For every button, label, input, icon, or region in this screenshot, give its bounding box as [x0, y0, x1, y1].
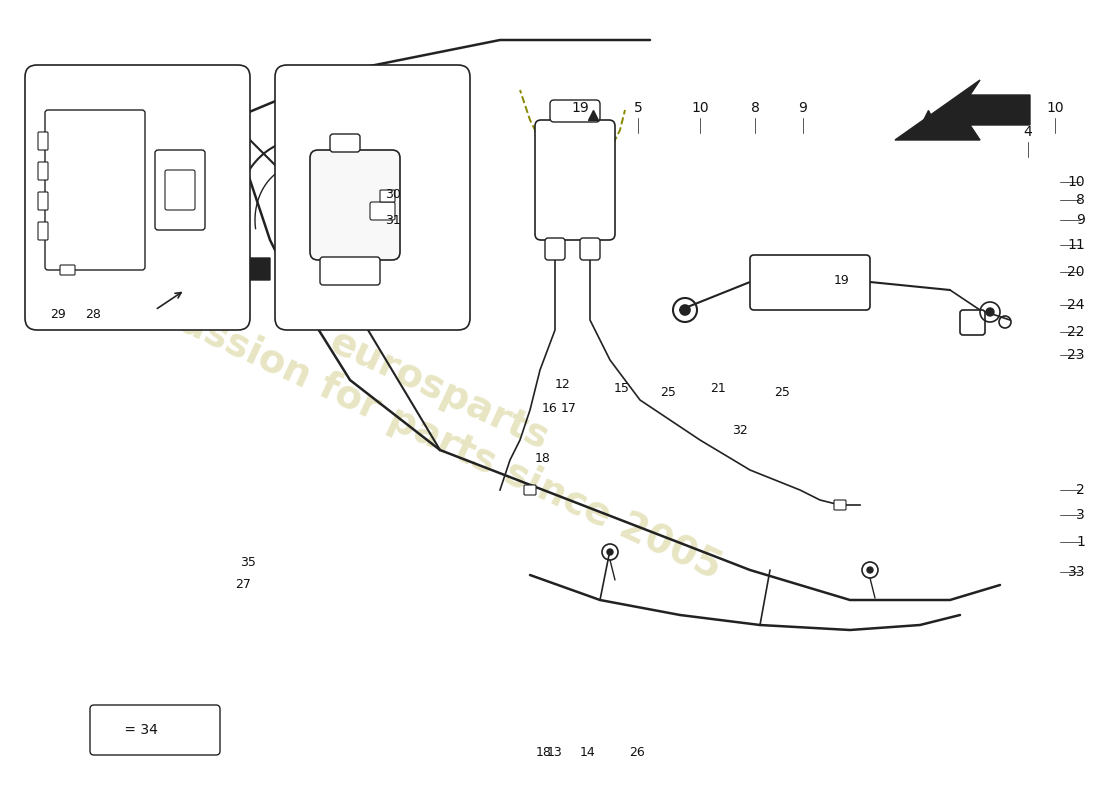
- FancyBboxPatch shape: [275, 65, 470, 330]
- FancyBboxPatch shape: [330, 134, 360, 152]
- Text: 33: 33: [1067, 565, 1085, 579]
- FancyBboxPatch shape: [155, 150, 205, 230]
- Text: 3: 3: [1076, 508, 1085, 522]
- FancyBboxPatch shape: [524, 485, 536, 495]
- Text: 10: 10: [1046, 101, 1064, 115]
- FancyBboxPatch shape: [45, 110, 145, 270]
- Text: 14: 14: [580, 746, 596, 758]
- Text: 31: 31: [385, 214, 400, 226]
- Text: 28: 28: [85, 309, 101, 322]
- Text: 23: 23: [1067, 348, 1085, 362]
- Polygon shape: [895, 80, 1030, 140]
- Text: 13: 13: [547, 746, 563, 758]
- Text: 4: 4: [1024, 125, 1033, 139]
- Text: 24: 24: [1067, 298, 1085, 312]
- Text: 5: 5: [634, 101, 642, 115]
- Text: 18: 18: [536, 746, 552, 758]
- Text: 19: 19: [834, 274, 850, 286]
- Text: 8: 8: [1076, 193, 1085, 207]
- Text: 1: 1: [1076, 535, 1085, 549]
- FancyBboxPatch shape: [39, 192, 48, 210]
- FancyBboxPatch shape: [379, 190, 395, 202]
- Text: 9: 9: [799, 101, 807, 115]
- Text: 19: 19: [571, 101, 588, 115]
- Text: 29: 29: [50, 309, 66, 322]
- Text: = 34: = 34: [120, 723, 158, 737]
- Text: 17: 17: [561, 402, 576, 414]
- Text: 12: 12: [556, 378, 571, 391]
- Text: 16: 16: [542, 402, 558, 414]
- Text: 30: 30: [385, 189, 400, 202]
- FancyBboxPatch shape: [320, 257, 379, 285]
- Text: 20: 20: [1067, 265, 1085, 279]
- FancyBboxPatch shape: [960, 310, 984, 335]
- Circle shape: [680, 305, 690, 315]
- FancyBboxPatch shape: [25, 65, 250, 330]
- FancyBboxPatch shape: [39, 222, 48, 240]
- Text: 2: 2: [1076, 483, 1085, 497]
- FancyBboxPatch shape: [750, 255, 870, 310]
- Text: 10: 10: [691, 101, 708, 115]
- FancyBboxPatch shape: [580, 238, 600, 260]
- FancyBboxPatch shape: [165, 170, 195, 210]
- Text: 27: 27: [235, 578, 251, 591]
- Text: 11: 11: [1067, 238, 1085, 252]
- FancyBboxPatch shape: [310, 150, 400, 260]
- Text: eurosparts
a passion for parts since 2005: eurosparts a passion for parts since 200…: [113, 234, 747, 586]
- Text: 8: 8: [750, 101, 759, 115]
- FancyBboxPatch shape: [39, 132, 48, 150]
- Text: 26: 26: [629, 746, 645, 758]
- Text: 25: 25: [774, 386, 790, 398]
- Circle shape: [986, 308, 994, 316]
- Text: 32: 32: [733, 423, 748, 437]
- Text: 22: 22: [1067, 325, 1085, 339]
- FancyBboxPatch shape: [550, 100, 600, 122]
- Text: 18: 18: [535, 451, 551, 465]
- Text: 21: 21: [711, 382, 726, 394]
- Circle shape: [607, 549, 613, 555]
- Text: 25: 25: [660, 386, 675, 398]
- FancyBboxPatch shape: [535, 120, 615, 240]
- FancyBboxPatch shape: [90, 705, 220, 755]
- FancyBboxPatch shape: [834, 500, 846, 510]
- FancyBboxPatch shape: [60, 265, 75, 275]
- Text: 15: 15: [614, 382, 630, 394]
- FancyBboxPatch shape: [39, 162, 48, 180]
- Text: 35: 35: [240, 555, 256, 569]
- Text: 9: 9: [1076, 213, 1085, 227]
- FancyBboxPatch shape: [370, 202, 395, 220]
- FancyBboxPatch shape: [544, 238, 565, 260]
- Text: 10: 10: [1067, 175, 1085, 189]
- Circle shape: [867, 567, 873, 573]
- Polygon shape: [155, 247, 270, 295]
